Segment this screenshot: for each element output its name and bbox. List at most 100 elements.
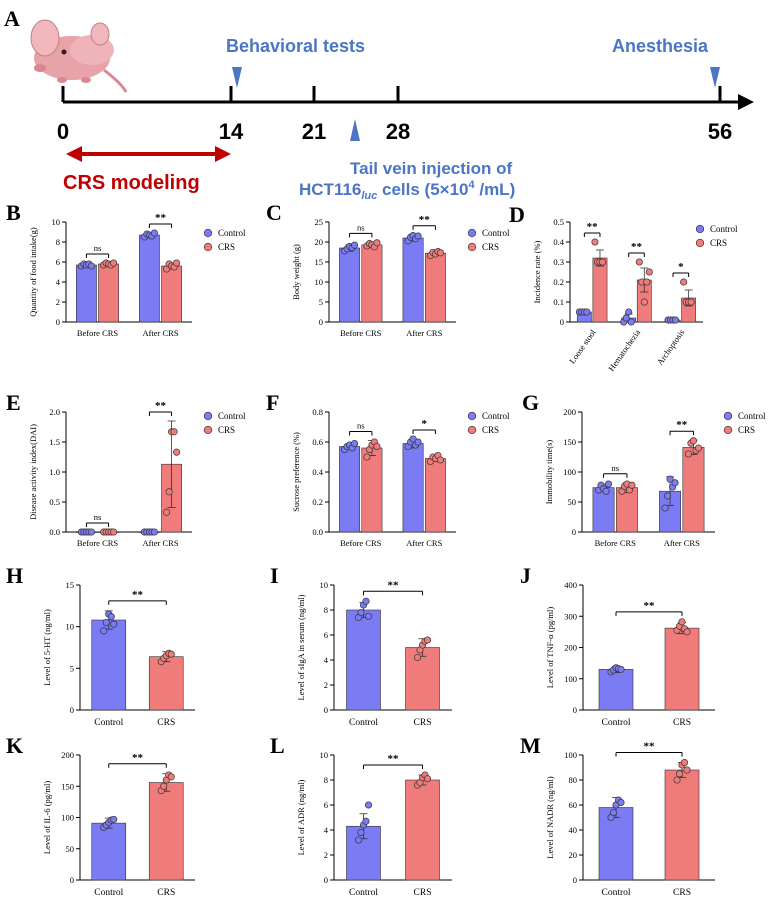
legend-control-marker [203,411,213,421]
y-tick-label: 4 [324,825,329,835]
y-tick-label: 50 [568,497,577,507]
injection-label-line1: Tail vein injection of [350,159,512,178]
legend-crs-label: CRS [218,242,235,252]
data-point [625,308,633,316]
crs-bar [98,263,119,323]
y-tick-label: 0.5 [49,497,60,507]
y-axis-label: Level of TNF-α (pg/ml) [545,607,555,689]
data-point [617,798,625,807]
data-point [373,239,381,247]
y-tick-label: 4 [324,655,329,665]
y-tick-label: 300 [564,611,577,621]
significance-label: ** [155,212,167,224]
data-point [602,487,610,495]
y-tick-label: 1.5 [49,437,60,447]
legend-control-marker [695,224,705,234]
data-point [671,479,679,487]
data-point [436,249,444,257]
data-point [673,776,681,784]
y-tick-label: 0.2 [553,277,564,287]
y-tick-label: 0 [70,705,74,715]
day-label: 21 [302,119,326,144]
y-tick-label: 15 [66,580,75,590]
chart-b: B Quantity of food intake(g) 0 2 4 6 8 10 ns Befo… [6,200,246,338]
data-point [351,439,359,448]
panel-letter: F [266,390,279,415]
data-point [436,456,444,464]
panel-letter: G [522,390,539,415]
y-axis-label: Immobility time(s) [544,440,554,505]
data-point [689,437,698,445]
crs-bar [616,487,638,533]
legend-control-marker [467,228,477,238]
y-tick-label: 200 [564,643,577,653]
y-tick-label: 10 [320,580,329,590]
y-tick-label: 8 [56,237,60,247]
y-axis-label: Level of sIgA in serum (ng/ml) [296,594,306,700]
data-point [687,298,695,306]
crs-bar [148,656,184,711]
y-tick-label: 0.8 [312,407,323,417]
x-tick-label: After CRS [406,538,442,548]
y-tick-label: 0 [70,875,74,885]
data-point [173,448,181,456]
control-bar [91,619,127,711]
y-tick-label: 2 [324,680,328,690]
data-point [170,428,178,436]
data-point [645,268,653,276]
data-point [87,528,95,536]
legend-crs-marker [203,242,213,252]
y-tick-label: 200 [563,407,576,417]
data-point [107,613,115,621]
y-tick-label: 0.4 [312,467,323,477]
data-point [643,278,651,286]
y-tick-label: 200 [61,750,74,760]
x-tick-label: Control [94,718,123,728]
crs-bar [148,782,184,881]
y-tick-label: 1.0 [49,467,60,477]
data-point [609,808,618,817]
chart-l: L Level of ADR (ng/ml) 0 2 4 6 8 10 Control CRS ** [270,733,452,898]
data-point [598,258,607,266]
y-tick-label: 0 [319,317,323,327]
x-tick-label: Control [601,888,630,898]
data-point [167,650,175,658]
y-tick-label: 6 [324,630,328,640]
data-point [414,438,422,446]
day-label: 56 [708,119,732,144]
data-point [165,488,173,496]
significance-label: ** [644,600,656,612]
data-point [354,836,363,844]
data-point [163,508,171,516]
data-point [102,618,110,627]
control-bar [402,237,424,323]
x-tick-label: CRS [157,888,175,898]
data-point [671,316,680,324]
panel-letter: B [6,200,21,225]
control-bar [139,234,160,323]
data-point [583,308,591,316]
y-tick-label: 0.1 [553,297,564,307]
data-point [110,620,118,628]
y-tick-label: 150 [61,781,74,791]
data-point [110,815,118,823]
data-point [150,229,158,237]
x-tick-label: Archoptosis [655,327,687,366]
x-tick-label: Control [601,718,630,728]
y-tick-label: 100 [563,467,576,477]
control-bar [402,443,424,533]
data-point [357,828,365,837]
y-tick-label: 0.0 [49,527,60,537]
significance-label: ns [94,243,102,253]
data-point [413,653,422,662]
panel-letter: L [270,733,285,758]
panel-letter: E [6,390,21,415]
control-bar [346,609,381,711]
y-tick-label: 400 [564,580,577,590]
panel-letter: D [509,202,525,227]
data-point [628,481,636,489]
legend-crs-marker [695,238,705,248]
y-tick-label: 0.4 [553,237,564,247]
y-tick-label: 0 [573,875,577,885]
y-tick-label: 60 [569,800,578,810]
